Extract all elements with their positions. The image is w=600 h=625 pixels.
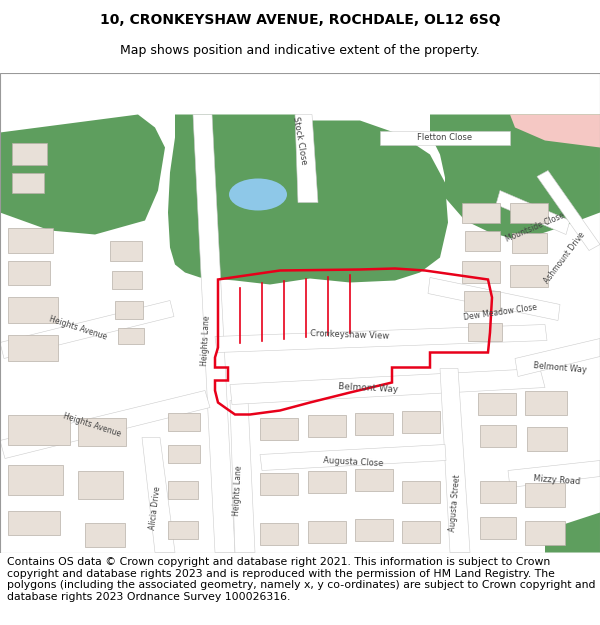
Bar: [168, 412, 200, 431]
Polygon shape: [430, 114, 600, 241]
Bar: [465, 231, 500, 251]
Bar: [12, 173, 44, 192]
Bar: [402, 411, 440, 432]
Polygon shape: [230, 401, 255, 552]
Bar: [115, 301, 143, 319]
Polygon shape: [0, 301, 174, 359]
Bar: [8, 511, 60, 534]
Bar: [480, 516, 516, 539]
Text: Belmont Way: Belmont Way: [338, 382, 398, 394]
Ellipse shape: [229, 179, 287, 211]
Bar: [480, 424, 516, 446]
Text: Ashmount Drive: Ashmount Drive: [543, 230, 587, 285]
Polygon shape: [440, 369, 470, 552]
Bar: [8, 464, 63, 494]
Bar: [8, 334, 58, 361]
Bar: [478, 392, 516, 414]
Bar: [78, 471, 123, 499]
Bar: [525, 391, 567, 414]
Bar: [355, 519, 393, 541]
Bar: [525, 521, 565, 544]
Bar: [260, 522, 298, 544]
Polygon shape: [142, 438, 175, 552]
Polygon shape: [428, 278, 560, 321]
Bar: [480, 481, 516, 502]
Text: Heights Avenue: Heights Avenue: [62, 412, 122, 439]
Bar: [402, 521, 440, 542]
Bar: [355, 469, 393, 491]
Text: Augusta Close: Augusta Close: [323, 456, 383, 469]
Polygon shape: [295, 114, 318, 202]
Text: Stock Close: Stock Close: [292, 116, 308, 165]
Polygon shape: [537, 171, 600, 251]
Text: Mizzy Road: Mizzy Road: [533, 474, 581, 487]
Text: Augusta Street: Augusta Street: [448, 474, 462, 531]
Text: Map shows position and indicative extent of the property.: Map shows position and indicative extent…: [120, 44, 480, 57]
Bar: [78, 418, 126, 446]
Bar: [110, 241, 142, 261]
Polygon shape: [168, 114, 448, 284]
Text: Fletton Close: Fletton Close: [418, 133, 473, 142]
Bar: [168, 521, 198, 539]
Text: Heights Avenue: Heights Avenue: [48, 315, 108, 342]
Bar: [168, 481, 198, 499]
Text: Alicia Drive: Alicia Drive: [148, 485, 162, 530]
Bar: [402, 481, 440, 502]
Bar: [468, 322, 502, 341]
Bar: [12, 142, 47, 164]
Bar: [8, 228, 53, 253]
Polygon shape: [193, 114, 235, 552]
Bar: [355, 412, 393, 434]
Bar: [510, 264, 548, 286]
Bar: [8, 261, 50, 284]
Polygon shape: [230, 369, 545, 404]
Polygon shape: [260, 444, 446, 471]
Text: 10, CRONKEYSHAW AVENUE, ROCHDALE, OL12 6SQ: 10, CRONKEYSHAW AVENUE, ROCHDALE, OL12 6…: [100, 12, 500, 27]
Bar: [260, 418, 298, 439]
Bar: [8, 414, 70, 444]
Polygon shape: [545, 512, 600, 552]
Bar: [85, 522, 125, 546]
Bar: [118, 328, 144, 344]
Bar: [525, 482, 565, 506]
Bar: [510, 202, 548, 222]
Polygon shape: [0, 114, 165, 234]
Text: Cronkeyshaw View: Cronkeyshaw View: [310, 329, 389, 341]
Bar: [462, 261, 500, 282]
Polygon shape: [215, 324, 547, 352]
Polygon shape: [515, 339, 600, 376]
Text: Heights Lane: Heights Lane: [232, 465, 244, 516]
Bar: [8, 296, 58, 322]
Polygon shape: [510, 114, 600, 148]
Bar: [462, 202, 500, 222]
Bar: [168, 444, 200, 462]
Bar: [260, 472, 298, 494]
Polygon shape: [380, 131, 510, 144]
Text: Mountside Close: Mountside Close: [504, 211, 566, 244]
Text: Contains OS data © Crown copyright and database right 2021. This information is : Contains OS data © Crown copyright and d…: [7, 557, 596, 602]
Bar: [512, 232, 547, 253]
Polygon shape: [508, 461, 600, 488]
Bar: [308, 521, 346, 542]
Polygon shape: [496, 191, 570, 234]
Bar: [308, 414, 346, 436]
Text: Dew Meadow Close: Dew Meadow Close: [463, 303, 537, 322]
Polygon shape: [0, 391, 210, 459]
Bar: [112, 271, 142, 289]
Text: Heights Lane: Heights Lane: [200, 315, 212, 366]
Bar: [527, 426, 567, 451]
Bar: [308, 471, 346, 492]
Bar: [464, 291, 500, 311]
Text: Belmont Way: Belmont Way: [533, 361, 587, 374]
